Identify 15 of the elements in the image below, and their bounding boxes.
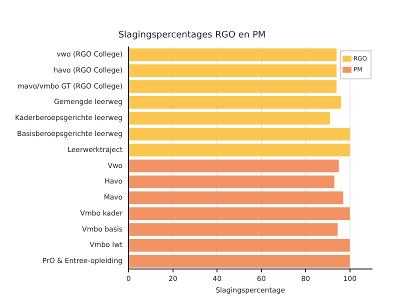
bar bbox=[129, 128, 350, 141]
bar bbox=[129, 144, 350, 156]
bar bbox=[129, 64, 337, 77]
bar bbox=[129, 191, 344, 204]
bar bbox=[129, 96, 342, 109]
bar bbox=[129, 160, 339, 172]
bar bbox=[129, 207, 350, 220]
bar bbox=[129, 239, 350, 252]
chart-title: Slagingspercentages RGO en PM bbox=[118, 30, 266, 41]
bar bbox=[129, 80, 337, 93]
bar bbox=[129, 223, 338, 236]
bar bbox=[129, 112, 330, 125]
bar bbox=[129, 175, 334, 188]
bar bbox=[129, 254, 350, 268]
bar bbox=[129, 48, 337, 62]
